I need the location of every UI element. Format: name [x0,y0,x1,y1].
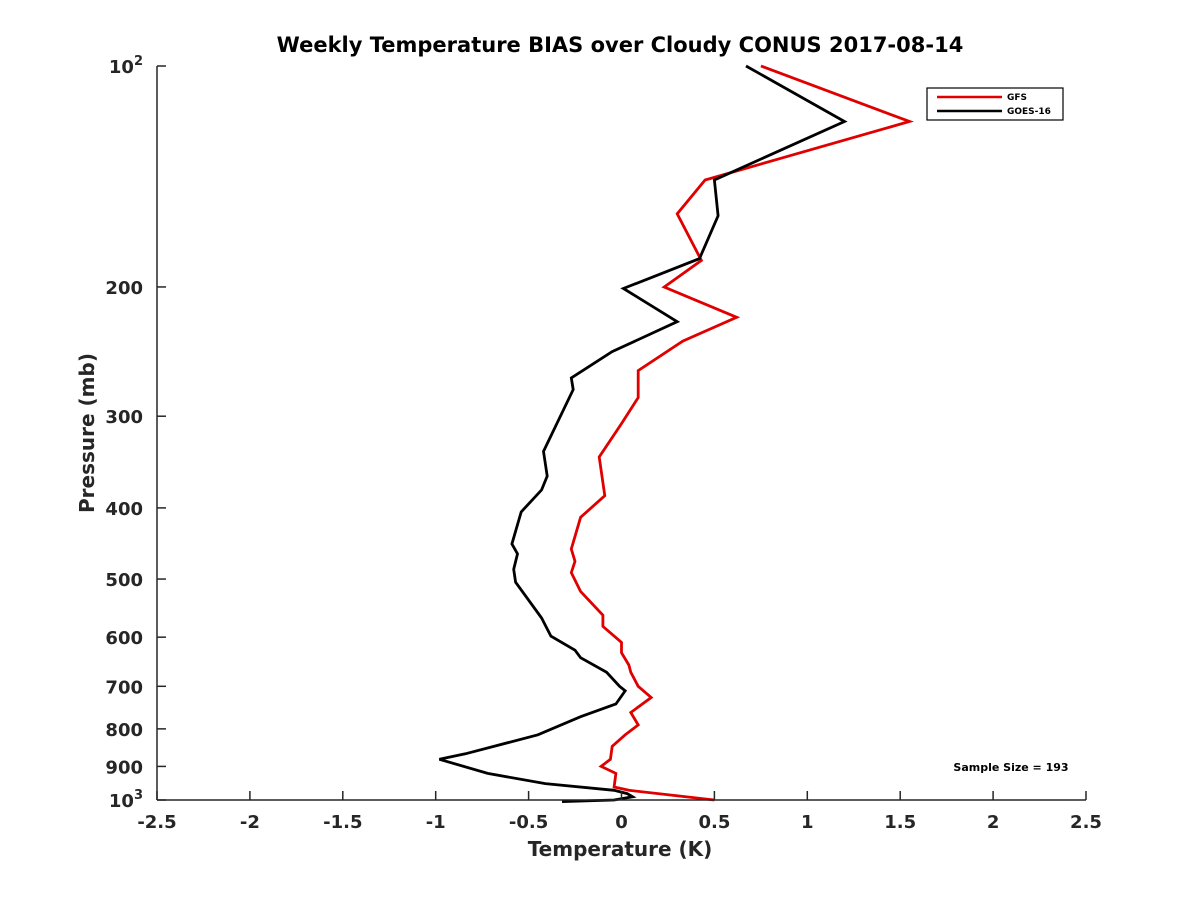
y-tick-label: 800 [105,720,143,741]
series-line-goes-16 [439,64,848,803]
y-tick-label: 700 [105,677,143,698]
x-tick-label: 2.5 [1070,812,1102,833]
x-tick-label: -1 [426,812,446,833]
x-axis-label: Temperature (K) [528,837,713,861]
sample-size-annotation: Sample Size = 193 [953,761,1068,774]
y-tick-label: 300 [105,407,143,428]
legend-label: GFS [1007,93,1027,103]
x-tick-label: -1.5 [323,812,362,833]
y-tick-label: 900 [105,757,143,778]
x-tick-label: 1 [801,812,814,833]
x-tick-label: -2 [240,812,260,833]
x-tick-label: 1.5 [884,812,916,833]
x-tick-label: -0.5 [509,812,548,833]
y-tick-label: 102 [109,54,143,78]
y-tick-label: 400 [105,499,143,520]
series-line-gfs [569,64,914,802]
chart-title: Weekly Temperature BIAS over Cloudy CONU… [277,33,964,57]
axes [156,66,1086,801]
y-tick-label: 600 [105,628,143,649]
x-tick-label: 2 [987,812,1000,833]
x-tick-label: 0 [615,812,628,833]
ticks: -2.5 -2 -1.5 -1 -0.5 0 0.5 1 1.5 2 2.5 102 200 300 400… [105,54,1102,833]
y-tick-label: 500 [105,570,143,591]
y-tick-label: 103 [109,788,143,812]
legend-label: GOES-16 [1007,107,1051,117]
x-tick-label: 0.5 [698,812,730,833]
legend: GFS GOES-16 [926,87,1064,121]
legend-box [926,87,1064,121]
plot-lines [439,64,914,803]
y-tick-label: 200 [105,278,143,299]
y-axis-label: Pressure (mb) [75,353,99,513]
x-tick-label: -2.5 [137,812,176,833]
